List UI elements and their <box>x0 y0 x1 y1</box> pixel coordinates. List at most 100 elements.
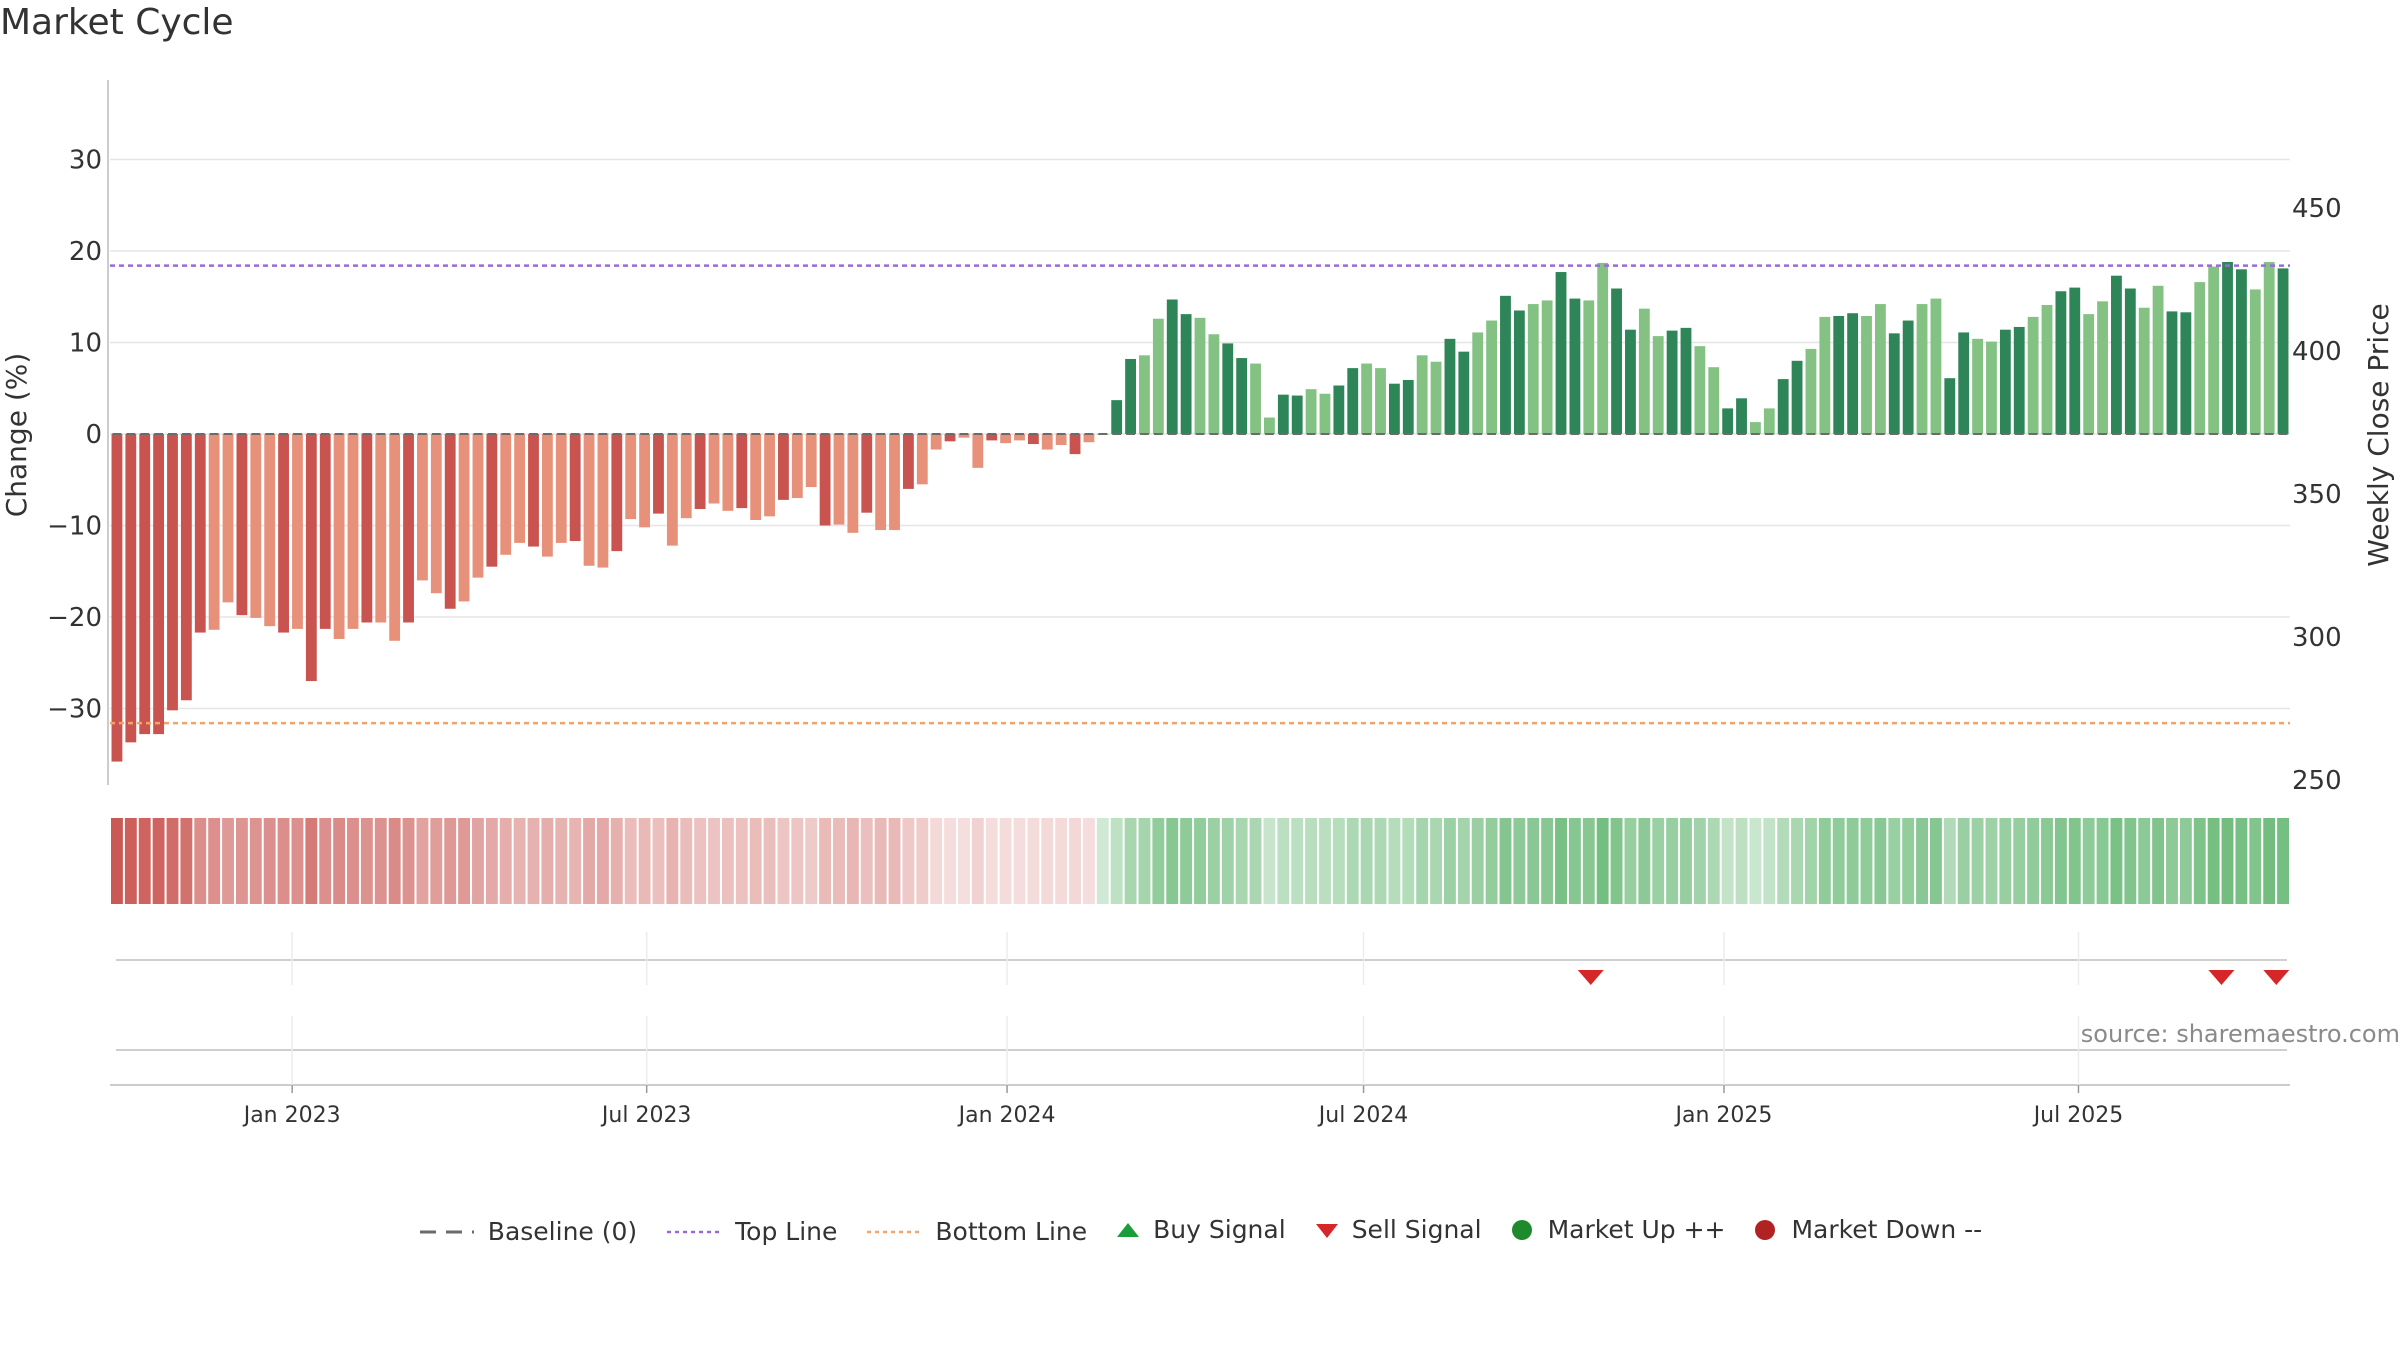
strip-cell <box>1041 818 1054 904</box>
strip-cell <box>541 818 554 904</box>
strip-cell <box>1305 818 1318 904</box>
change-bar <box>430 434 442 594</box>
strip-cell <box>1832 818 1845 904</box>
strip-cell <box>999 818 1012 904</box>
strip-cell <box>2041 818 2053 904</box>
strip-cell <box>1749 818 1762 904</box>
strip-cell <box>1929 818 1942 904</box>
change-bar <box>222 434 234 603</box>
change-bar <box>1305 389 1317 434</box>
strip-cell <box>235 818 248 904</box>
change-bar <box>1652 336 1664 434</box>
strip-cell <box>1082 818 1095 904</box>
y-tick-label: −20 <box>47 603 102 633</box>
strip-cell <box>2054 818 2067 904</box>
strip-cell <box>1513 818 1526 904</box>
strip-cell <box>513 818 526 904</box>
change-bar <box>1833 315 1845 434</box>
strip-cell <box>291 818 304 904</box>
strip-cell <box>2277 818 2289 904</box>
strip-cell <box>208 818 221 904</box>
strip-cell <box>111 818 123 904</box>
strip-cell <box>2124 818 2137 904</box>
change-bar <box>2263 261 2275 434</box>
strip-cell <box>388 818 401 904</box>
strip-cell <box>652 818 665 904</box>
legend-label: Sell Signal <box>1351 1215 1482 1244</box>
legend-item: Bottom Line <box>865 1217 1087 1246</box>
legend-label: Buy Signal <box>1153 1215 1286 1244</box>
strip-cell <box>1693 818 1706 904</box>
strip-cell <box>360 818 373 904</box>
strip-cell <box>263 818 276 904</box>
strip-cell <box>1582 818 1595 904</box>
strip-cell <box>805 818 818 904</box>
strip-cell <box>1652 818 1665 904</box>
strip-cell <box>2027 818 2040 904</box>
change-bar <box>1500 295 1511 434</box>
change-bar <box>1847 313 1859 434</box>
strip-cell <box>2152 818 2165 904</box>
strip-cell <box>2263 818 2276 904</box>
change-bar <box>2097 301 2108 434</box>
strip-cell <box>1680 818 1692 904</box>
strip-cell <box>1152 818 1165 904</box>
change-bar <box>1444 338 1456 434</box>
change-bar <box>1513 310 1525 434</box>
strip-cell <box>916 818 929 904</box>
strip-cell <box>777 818 790 904</box>
change-bar <box>778 434 789 500</box>
change-bar <box>1194 317 1206 434</box>
strip-cell <box>1360 818 1373 904</box>
strip-cell <box>138 818 151 904</box>
change-bar <box>236 434 248 616</box>
strip-cell <box>1263 818 1276 904</box>
strip-cell <box>1485 818 1498 904</box>
strip-cell <box>1402 818 1415 904</box>
change-bar <box>1014 434 1025 441</box>
y2-tick-label: 350 <box>2292 480 2342 510</box>
strip-cell <box>610 818 623 904</box>
strip-cell <box>680 818 693 904</box>
change-bar <box>930 434 942 450</box>
strip-cell <box>1207 818 1220 904</box>
change-bar <box>2055 291 2067 434</box>
strip-cell <box>721 818 734 904</box>
change-bar <box>139 434 151 735</box>
change-bar <box>569 434 581 542</box>
change-bar <box>1027 434 1039 445</box>
strip-cell <box>124 818 137 904</box>
change-bar <box>639 434 650 528</box>
strip-cell <box>444 818 457 904</box>
legend-item: Market Up ++ <box>1510 1215 1725 1244</box>
strip-cell <box>1985 818 1998 904</box>
change-bar <box>264 434 276 627</box>
change-bar <box>2138 307 2150 434</box>
strip-cell <box>2096 818 2109 904</box>
strip-cell <box>1166 818 1179 904</box>
change-bar <box>722 434 734 511</box>
strip-cell <box>735 818 748 904</box>
strip-cell <box>2207 818 2220 904</box>
strip-cell <box>2138 818 2151 904</box>
change-bar <box>694 434 706 510</box>
strip-cell <box>1874 818 1887 904</box>
change-bar <box>972 434 984 468</box>
change-bar <box>2166 311 2178 434</box>
change-bar <box>389 434 401 641</box>
strip-cell <box>1971 818 1984 904</box>
change-bar <box>1944 378 1956 434</box>
change-bar <box>1416 355 1428 434</box>
change-bar <box>153 434 165 735</box>
strip-cell <box>1319 818 1331 904</box>
strip-cell <box>1818 818 1831 904</box>
strip-cell <box>1055 818 1068 904</box>
y2-tick-label: 300 <box>2292 623 2342 653</box>
change-bar <box>1111 400 1123 434</box>
strip-cell <box>1999 818 2012 904</box>
strip-cell <box>2235 818 2248 904</box>
change-bar <box>1791 360 1803 434</box>
legend-item: Sell Signal <box>1314 1215 1482 1244</box>
change-bar <box>958 434 970 438</box>
change-bar <box>847 434 859 533</box>
